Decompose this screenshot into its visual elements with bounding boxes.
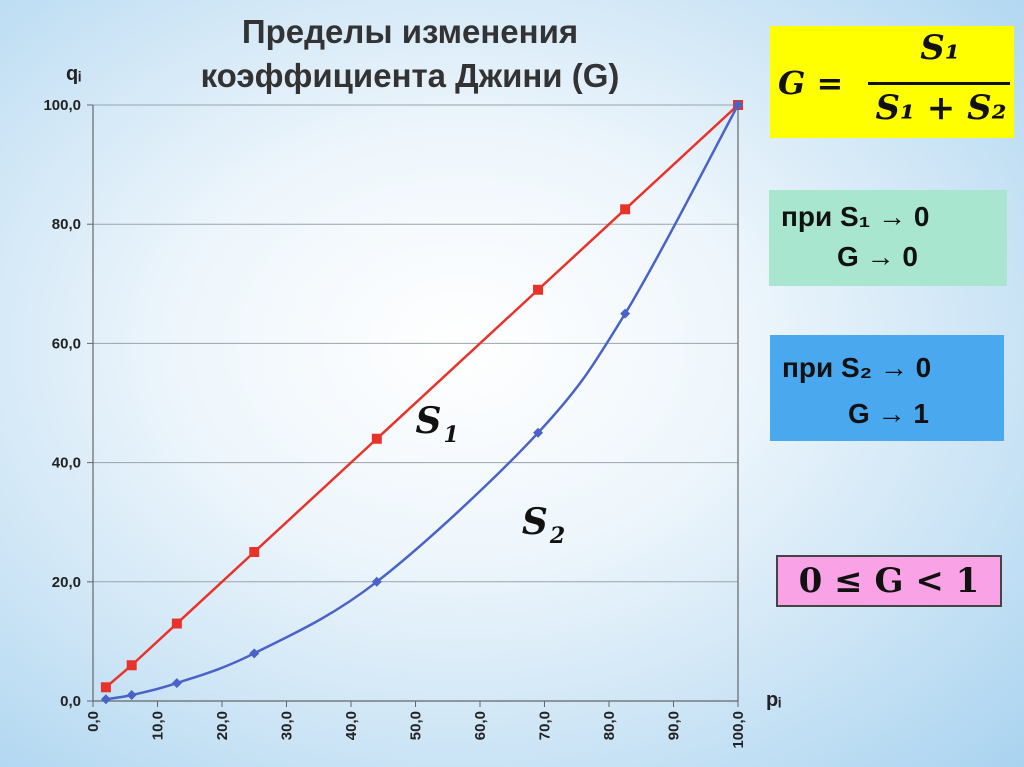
- formula-denominator: S₁ + S₂: [875, 88, 1007, 128]
- y-tick-label: 100,0: [43, 97, 81, 114]
- fraction-bar: [868, 82, 1010, 85]
- data-point-diamond: [733, 100, 743, 110]
- data-point-diamond: [126, 690, 137, 701]
- x-tick-label: 80,0: [601, 711, 618, 740]
- data-point-square: [249, 547, 260, 557]
- area-label-s2: S2: [522, 501, 565, 549]
- series-line-2: [105, 104, 740, 701]
- x-tick-label: 40,0: [343, 711, 360, 740]
- y-tick-label: 80,0: [52, 216, 81, 233]
- data-point-diamond: [533, 427, 544, 438]
- condition-s2-line2: G → 1: [848, 398, 929, 429]
- x-tick-label: 90,0: [666, 711, 683, 740]
- slide-title: Пределы изменения коэффициента Джини (G): [130, 10, 690, 98]
- y-tick-label: 40,0: [52, 455, 81, 472]
- series-line-1: [105, 104, 739, 689]
- data-point-square: [371, 433, 382, 444]
- data-point-square: [533, 284, 544, 295]
- x-tick-label: 50,0: [408, 711, 425, 740]
- condition-s1-line2: G → 0: [837, 241, 918, 272]
- data-point-square: [620, 204, 631, 215]
- gini-formula-box: G = S₁ S₁ + S₂: [770, 26, 1014, 138]
- x-tick-label: 60,0: [472, 711, 489, 740]
- x-tick-label: 0,0: [85, 711, 102, 732]
- area-label-s1: S1: [416, 400, 459, 448]
- data-point-diamond: [171, 678, 182, 689]
- data-point-square: [100, 682, 111, 693]
- condition-s2-box: при S₂ → 0 G → 1: [770, 335, 1004, 441]
- data-point-diamond: [371, 576, 382, 587]
- title-line-2: коэффициента Джини (G): [200, 57, 620, 94]
- condition-s2-line1: при S₂ → 0: [782, 352, 932, 383]
- y-tick-label: 20,0: [52, 574, 81, 591]
- x-tick-label: 10,0: [150, 711, 167, 740]
- data-point-diamond: [620, 308, 631, 319]
- title-line-1: Пределы изменения: [241, 13, 579, 50]
- data-point-square: [126, 660, 137, 671]
- condition-s1-box: при S₁ → 0 G → 0: [769, 190, 1007, 286]
- data-point-square: [171, 618, 182, 629]
- x-tick-label: 100,0: [730, 711, 747, 749]
- x-tick-label: 30,0: [279, 711, 296, 740]
- x-axis-label: pᵢ: [766, 689, 781, 711]
- formula-numerator: S₁: [920, 28, 960, 68]
- y-tick-label: 60,0: [52, 335, 81, 352]
- data-point-diamond: [249, 648, 260, 659]
- x-tick-label: 20,0: [214, 711, 231, 740]
- condition-s1-line1: при S₁ → 0: [781, 201, 930, 232]
- x-tick-label: 70,0: [537, 711, 554, 740]
- inequality-box: 0 ≤ G < 1: [776, 555, 1002, 607]
- data-point-diamond: [100, 694, 111, 705]
- y-tick-label: 0,0: [60, 693, 81, 710]
- formula-lhs: G =: [778, 64, 844, 102]
- y-axis-label: qᵢ: [66, 63, 81, 85]
